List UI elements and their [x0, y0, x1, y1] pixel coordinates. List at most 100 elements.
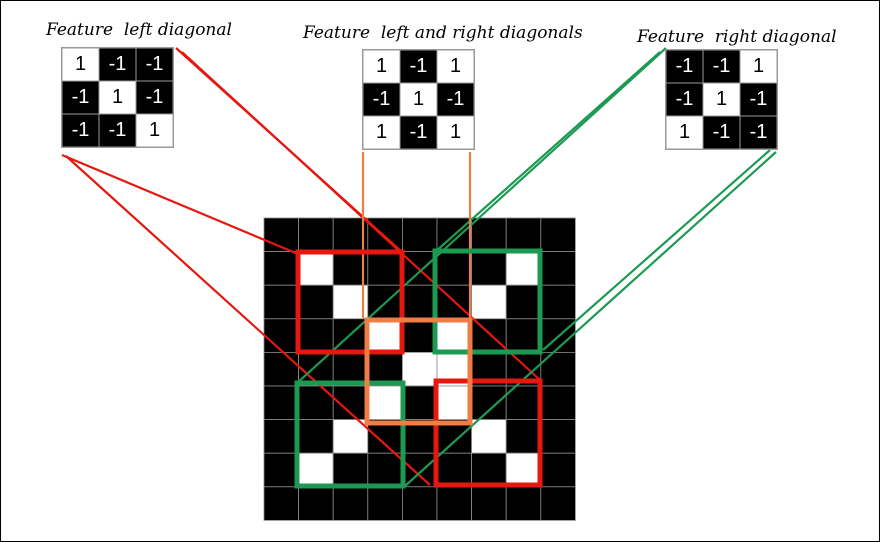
- kernel-cell: -1: [99, 48, 136, 81]
- feature-left-kernel: 1 -1 -1 -1 1 -1 -1 -1 1: [61, 47, 174, 148]
- kernel-cell: 1: [99, 81, 136, 114]
- grid-pixel: [505, 217, 542, 252]
- grid-pixel: [332, 419, 369, 454]
- grid-pixel: [471, 251, 507, 286]
- grid-pixel: [263, 385, 299, 420]
- grid-pixel: [298, 452, 334, 488]
- grid-pixel: [367, 251, 403, 286]
- feature-right-kernel: -1 -1 1 -1 1 -1 1 -1 -1: [665, 49, 778, 150]
- kernel-cell: -1: [666, 83, 703, 116]
- grid-pixel: [298, 385, 334, 420]
- patch-right-diagonal: [294, 380, 406, 489]
- kernel-cell: 1: [363, 50, 400, 83]
- feature-right-title: Feature right diagonal: [637, 27, 837, 47]
- grid-pixel: [298, 318, 334, 353]
- grid-pixel: [332, 452, 369, 488]
- grid-pixel: [471, 318, 507, 353]
- grid-pixel: [263, 419, 299, 454]
- kernel-cell: -1: [136, 48, 173, 81]
- grid-pixel: [505, 486, 542, 521]
- kernel-cell: 1: [666, 116, 703, 149]
- grid-pixel: [505, 318, 542, 353]
- kernel-cell: -1: [437, 83, 474, 116]
- kernel-cell: -1: [62, 114, 99, 147]
- patch-right-diagonal: [432, 248, 543, 355]
- grid-pixel: [263, 251, 299, 286]
- kernel-cell: -1: [400, 116, 437, 149]
- grid-pixel: [263, 486, 299, 521]
- grid-pixel: [298, 486, 334, 521]
- connector-left-diagonal: [61, 153, 299, 256]
- grid-pixel: [540, 486, 576, 521]
- grid-pixel: [401, 486, 438, 521]
- grid-pixel: [332, 486, 369, 521]
- kernel-cell: 1: [363, 116, 400, 149]
- patch-left-diagonal: [433, 378, 543, 488]
- feature-patches: [294, 248, 543, 489]
- grid-pixel: [298, 284, 334, 320]
- grid-pixel: [505, 419, 542, 454]
- grid-pixel: [401, 452, 438, 488]
- grid-pixel: [367, 452, 403, 488]
- grid-pixel: [436, 452, 472, 488]
- grid-pixel: [540, 419, 576, 454]
- kernel-cell: -1: [400, 50, 437, 83]
- grid-pixel: [401, 385, 438, 420]
- grid-pixel: [401, 284, 438, 320]
- grid-pixel: [263, 318, 299, 353]
- feature-both-title: Feature left and right diagonals: [303, 23, 583, 43]
- grid-pixel: [505, 385, 542, 420]
- kernel-cell: -1: [363, 83, 400, 116]
- grid-pixel: [540, 251, 576, 286]
- feature-both-kernel: 1 -1 1 -1 1 -1 1 -1 1: [362, 49, 475, 150]
- grid-pixel: [540, 385, 576, 420]
- connector-right-diagonal: [542, 149, 771, 351]
- kernel-cell: -1: [136, 81, 173, 114]
- grid-pixel: [540, 217, 576, 252]
- grid-pixel: [505, 251, 542, 286]
- grid-pixel: [263, 284, 299, 320]
- grid-pixel: [263, 452, 299, 488]
- grid-pixel: [471, 217, 507, 252]
- grid-pixel: [401, 318, 438, 353]
- kernel-cell: 1: [740, 50, 777, 83]
- patch-both-diagonals: [364, 317, 473, 426]
- grid-pixel: [367, 385, 403, 420]
- kernel-cell: -1: [740, 116, 777, 149]
- grid-pixel: [298, 217, 334, 252]
- kernel-cell: 1: [703, 83, 740, 116]
- kernel-cell: 1: [437, 50, 474, 83]
- kernel-cell: -1: [740, 83, 777, 116]
- connector-left-diagonal: [65, 155, 431, 486]
- grid-pixel: [505, 284, 542, 320]
- connector-right-diagonal: [404, 151, 777, 487]
- grid-pixel: [540, 284, 576, 320]
- grid-pixel: [401, 351, 438, 387]
- kernel-cell: -1: [99, 114, 136, 147]
- grid-pixel: [263, 351, 299, 387]
- grid-pixel: [436, 385, 472, 420]
- kernel-cell: 1: [136, 114, 173, 147]
- connection-lines: [61, 47, 777, 487]
- kernel-cell: -1: [666, 50, 703, 83]
- grid-pixel: [298, 251, 334, 286]
- kernel-cell: 1: [400, 83, 437, 116]
- grid-pixel: [436, 486, 472, 521]
- grid-pixel: [471, 284, 507, 320]
- grid-pixel: [505, 452, 542, 488]
- kernel-cell: -1: [703, 116, 740, 149]
- connector-right-diagonal: [434, 51, 661, 253]
- kernel-cell: 1: [437, 116, 474, 149]
- grid-pixel: [401, 217, 438, 252]
- grid-pixel: [436, 251, 472, 286]
- grid-pixel: [471, 419, 507, 454]
- grid-pixel: [367, 217, 403, 252]
- grid-pixel: [367, 486, 403, 521]
- connector-left-diagonal: [181, 51, 541, 381]
- grid-pixel: [436, 318, 472, 353]
- kernel-cell: 1: [62, 48, 99, 81]
- kernel-cell: -1: [703, 50, 740, 83]
- grid-pixel: [540, 452, 576, 488]
- feature-left-title: Feature left diagonal: [46, 20, 232, 40]
